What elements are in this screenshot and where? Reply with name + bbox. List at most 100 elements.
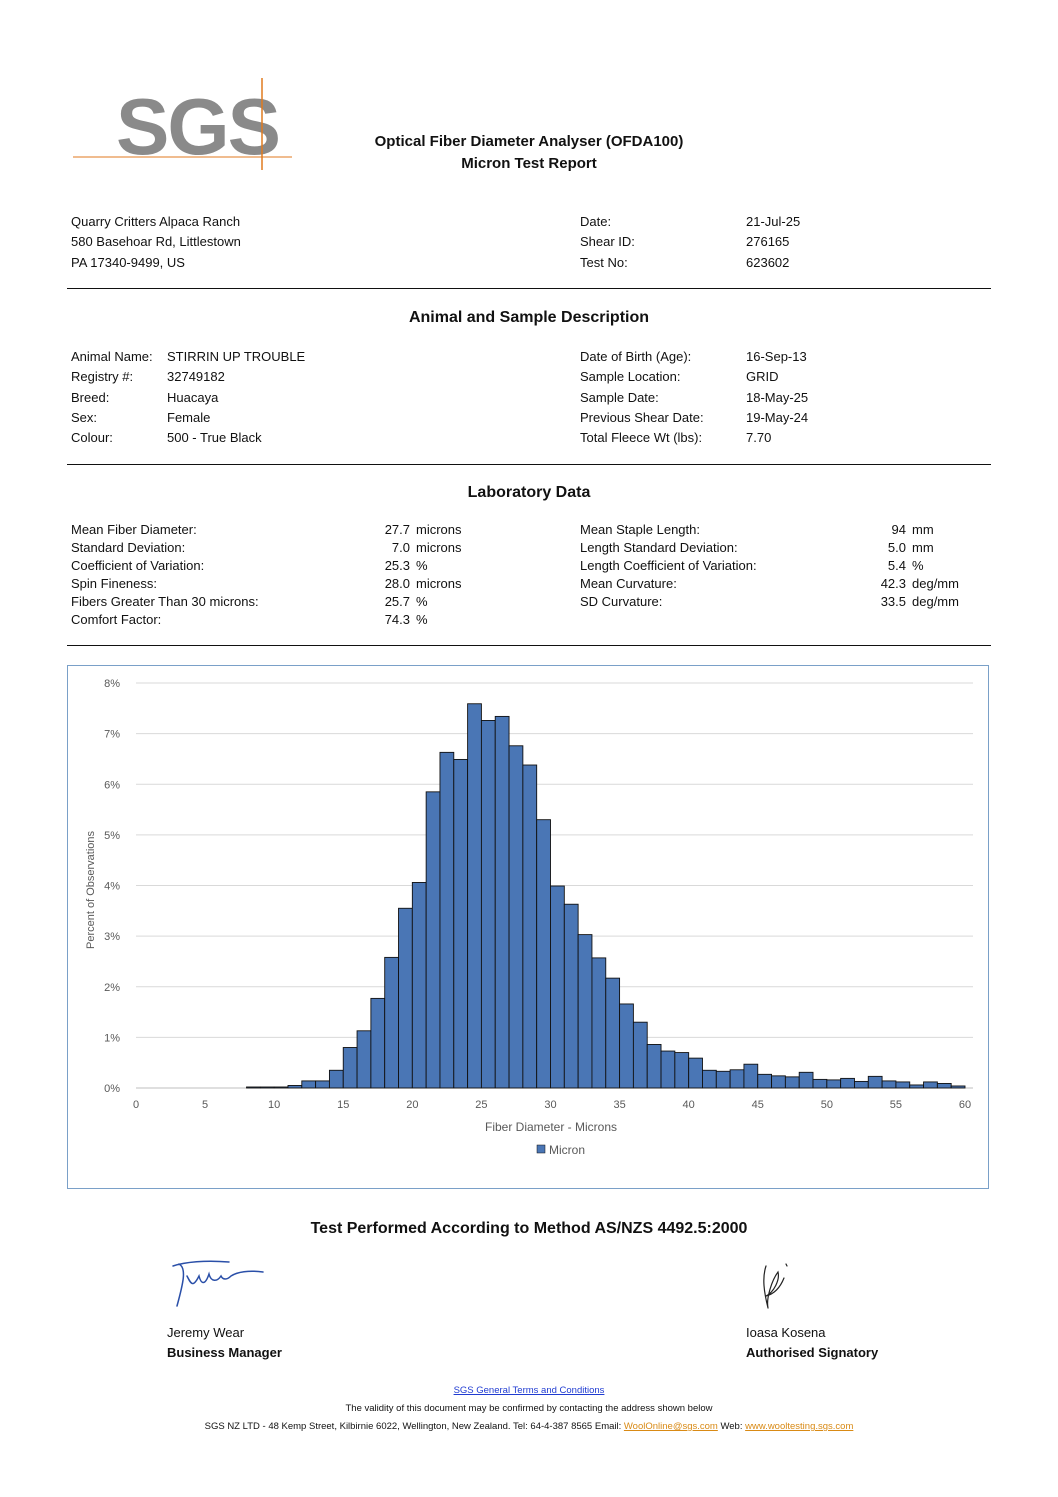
coefficient-variation-label: Coefficient of Variation: bbox=[71, 558, 205, 573]
histogram-bar bbox=[328, 1069, 344, 1089]
histogram-bar bbox=[840, 1077, 855, 1089]
legend-swatch bbox=[536, 1144, 546, 1154]
x-tick-label: 5 bbox=[202, 1099, 208, 1111]
terms-link[interactable]: SGS General Terms and Conditions bbox=[453, 1385, 605, 1396]
sample-location-value: GRID bbox=[746, 369, 779, 384]
x-tick-label: 40 bbox=[683, 1099, 695, 1111]
footer-address: SGS NZ LTD - 48 Kemp Street, Kilbirnie 6… bbox=[204, 1421, 624, 1432]
length-std-deviation-unit: mm bbox=[912, 540, 934, 555]
colour-value: 500 - True Black bbox=[167, 430, 262, 445]
y-tick-label: 0% bbox=[104, 1083, 120, 1095]
breed-value: Huacaya bbox=[167, 390, 219, 405]
animal-name-value: STIRRIN UP TROUBLE bbox=[167, 349, 306, 364]
histogram-bar bbox=[826, 1079, 842, 1089]
mean-curvature-value: 42.3 bbox=[880, 576, 906, 591]
shear-id-value: 276165 bbox=[746, 234, 790, 249]
histogram-bar bbox=[798, 1071, 814, 1089]
mean-fiber-diameter-label: Mean Fiber Diameter: bbox=[71, 522, 197, 537]
histogram-bar bbox=[453, 758, 469, 1089]
web-label: Web: bbox=[717, 1421, 746, 1432]
histogram-bar bbox=[660, 1050, 676, 1089]
histogram-bar bbox=[812, 1078, 828, 1089]
sd-curvature-unit: deg/mm bbox=[912, 594, 959, 609]
histogram-bar bbox=[522, 764, 538, 1089]
x-tick-label: 0 bbox=[133, 1099, 139, 1111]
histogram-bar bbox=[315, 1080, 330, 1089]
histogram-bar bbox=[702, 1069, 717, 1089]
animal-name-label: Animal Name: bbox=[71, 349, 153, 364]
y-tick-label: 5% bbox=[104, 830, 120, 842]
registry-label: Registry #: bbox=[71, 369, 134, 384]
mean-curvature-unit: deg/mm bbox=[912, 576, 959, 591]
x-tick-label: 45 bbox=[752, 1099, 764, 1111]
spin-fineness-value: 28.0 bbox=[384, 576, 410, 591]
histogram-bar bbox=[301, 1080, 317, 1089]
histogram-bar bbox=[536, 819, 551, 1089]
signatory-name-1: Jeremy Wear bbox=[167, 1325, 245, 1340]
x-axis-label: Fiber Diameter - Microns bbox=[485, 1120, 617, 1134]
histogram-bar bbox=[950, 1085, 966, 1089]
histogram-bar bbox=[688, 1057, 703, 1089]
dob-label: Date of Birth (Age): bbox=[580, 349, 692, 364]
sex-label: Sex: bbox=[71, 410, 98, 425]
shear-id-label: Shear ID: bbox=[580, 234, 635, 249]
histogram-bar bbox=[342, 1047, 358, 1089]
signatory-role-1: Business Manager bbox=[167, 1345, 282, 1360]
divider bbox=[67, 288, 991, 289]
mean-staple-length-unit: mm bbox=[912, 522, 934, 537]
breed-label: Breed: bbox=[71, 390, 110, 405]
histogram-bar bbox=[605, 977, 621, 1089]
histogram-bar bbox=[909, 1084, 925, 1089]
client-address-line1: 580 Basehoar Rd, Littlestown bbox=[71, 234, 241, 249]
coefficient-variation-value: 25.3 bbox=[384, 558, 410, 573]
y-tick-label: 4% bbox=[104, 881, 120, 893]
histogram-bar bbox=[246, 1086, 261, 1089]
sample-date-label: Sample Date: bbox=[580, 390, 659, 405]
email-link[interactable]: WoolOnline@sgs.com bbox=[623, 1421, 718, 1432]
test-no-label: Test No: bbox=[580, 255, 628, 270]
date-label: Date: bbox=[580, 214, 612, 229]
std-deviation-unit: microns bbox=[416, 540, 462, 555]
date-value: 21-Jul-25 bbox=[746, 214, 801, 229]
chart-legend: Micron bbox=[536, 1143, 585, 1157]
histogram-bar bbox=[674, 1052, 690, 1089]
x-tick-label: 60 bbox=[959, 1099, 971, 1111]
comfort-factor-value: 74.3 bbox=[384, 612, 410, 627]
sd-curvature-value: 33.5 bbox=[880, 594, 906, 609]
previous-shear-value: 19-May-24 bbox=[746, 410, 809, 425]
divider bbox=[67, 645, 991, 646]
dob-value: 16-Sep-13 bbox=[746, 349, 807, 364]
web-link[interactable]: www.wooltesting.sgs.com bbox=[745, 1421, 854, 1432]
length-std-deviation-label: Length Standard Deviation: bbox=[580, 540, 738, 555]
sex-value: Female bbox=[167, 410, 211, 425]
sgs-logo: SGS bbox=[70, 76, 295, 172]
x-tick-label: 30 bbox=[544, 1099, 556, 1111]
x-tick-label: 15 bbox=[337, 1099, 349, 1111]
test-no-value: 623602 bbox=[746, 255, 790, 270]
comfort-factor-unit: % bbox=[416, 612, 428, 627]
length-coefficient-variation-label: Length Coefficient of Variation: bbox=[580, 558, 757, 573]
x-tick-label: 20 bbox=[406, 1099, 418, 1111]
mean-fiber-diameter-unit: microns bbox=[416, 522, 462, 537]
y-tick-label: 3% bbox=[104, 931, 120, 943]
signatory-name-2: Ioasa Kosena bbox=[746, 1325, 826, 1340]
divider bbox=[67, 464, 991, 465]
histogram-bar bbox=[591, 957, 607, 1089]
histogram-bar bbox=[411, 882, 427, 1089]
histogram-bar bbox=[287, 1085, 303, 1089]
legend-label: Micron bbox=[549, 1143, 585, 1157]
mean-staple-length-value: 94 bbox=[891, 522, 906, 537]
animal-section-title: Animal and Sample Description bbox=[408, 309, 650, 326]
report-title: Optical Fiber Diameter Analyser (OFDA100… bbox=[374, 133, 684, 150]
histogram-bar bbox=[356, 1030, 372, 1089]
sample-location-label: Sample Location: bbox=[580, 369, 681, 384]
histogram-bar bbox=[494, 715, 510, 1089]
registry-value: 32749182 bbox=[167, 369, 225, 384]
histogram-bar bbox=[854, 1080, 869, 1089]
y-tick-label: 6% bbox=[104, 779, 120, 791]
comfort-factor-label: Comfort Factor: bbox=[71, 612, 162, 627]
fiber-diameter-histogram: 0% 1% 2% 3% 4% 5% 6% 7% 8% 0 5 10 15 20 25 30 35 40 45 50 5… bbox=[85, 678, 973, 1157]
y-tick-label: 2% bbox=[104, 982, 120, 994]
histogram-bar bbox=[632, 1021, 648, 1089]
signature-jeremy-wear bbox=[165, 1254, 275, 1319]
